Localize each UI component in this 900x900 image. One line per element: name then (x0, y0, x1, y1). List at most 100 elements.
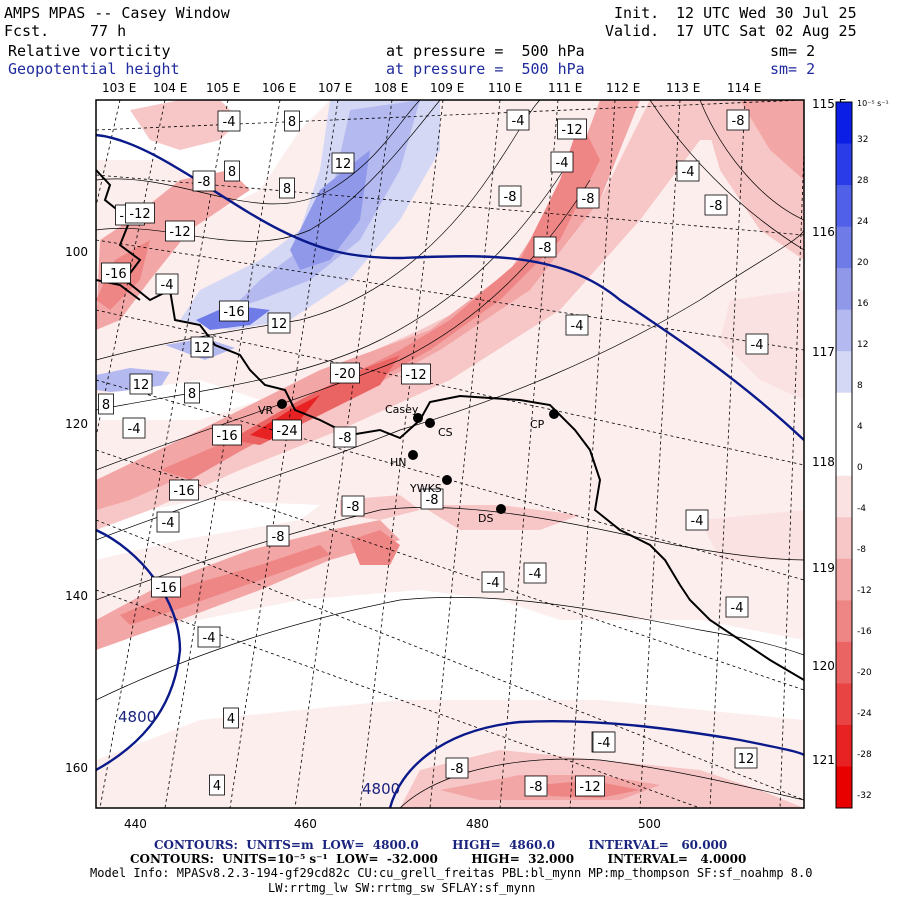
y-tick-label: 100 (65, 245, 88, 259)
vorticity-label: -4 (682, 165, 695, 180)
vorticity-label: 12 (738, 752, 755, 767)
colorbar-swatch (836, 434, 852, 477)
coastline (96, 169, 804, 681)
vorticity-label-box (592, 731, 616, 753)
vorticity-label: -8 (539, 241, 552, 256)
vorticity-label-box (341, 495, 365, 517)
vorticity-label: -4 (162, 516, 175, 531)
colorbar-swatch (836, 558, 852, 601)
vorticity-label: -8 (426, 493, 439, 508)
vorticity-label-box (704, 194, 728, 216)
vorticity-label-box (266, 525, 290, 547)
station-dot (413, 413, 423, 423)
colorbar-label: -4 (857, 504, 866, 514)
colorbar-swatch (836, 351, 852, 394)
vorticity-label-box (575, 775, 605, 797)
vorticity-label: -4 (223, 115, 236, 130)
colorbar-swatch (836, 683, 852, 726)
longitude-label: 108 E (374, 81, 408, 95)
vorticity-label-box (401, 363, 431, 385)
vorticity-label: -4 (203, 631, 216, 646)
station-dot (425, 418, 435, 428)
vorticity-label: 8 (228, 165, 236, 180)
vorticity-label-box (272, 419, 302, 441)
vorticity-label-box (565, 314, 589, 336)
vorticity-label: -8 (347, 500, 360, 515)
vorticity-label: -12 (579, 780, 600, 795)
longitude-label: 105 E (206, 81, 240, 95)
vorticity-label-box (557, 118, 587, 140)
colorbar-label: 24 (857, 217, 869, 227)
longitude-label: 111 E (548, 81, 582, 95)
x-tick-label: 440 (124, 817, 147, 831)
field1-pressure: at pressure = 500 hPa (386, 42, 585, 60)
longitude-label: 107 E (318, 81, 352, 95)
vorticity-shading (96, 100, 804, 808)
height-label-4800-west: 4800 (118, 708, 156, 726)
x-tick-label: 500 (638, 817, 661, 831)
vorticity-label-box (192, 170, 216, 192)
vorticity-label-box (523, 562, 547, 584)
colorbar-swatch (836, 268, 852, 311)
vorticity-label: -4 (487, 576, 500, 591)
station-dot (496, 504, 506, 514)
vorticity-label-box (533, 236, 557, 258)
vorticity-label: -4 (751, 338, 764, 353)
vorticity-label-box (98, 393, 114, 415)
vorticity-label-box (576, 187, 600, 209)
vorticity-label-box (125, 202, 155, 224)
colorbar: 10⁻⁵ s⁻¹ 32 28 24 20 16 12 8 4 0 -4 -8 -12 -16 -20 -24 -… (835, 99, 889, 809)
colorbar-swatch (836, 600, 852, 643)
vorticity-label-box (676, 160, 700, 182)
longitude-label: 112 E (606, 81, 640, 95)
footer-contours-vorticity: CONTOURS: UNITS=10⁻⁵ s⁻¹ LOW= -32.000 HI… (130, 852, 747, 866)
x-tick-label: 460 (294, 817, 317, 831)
station-dot (408, 450, 418, 460)
longitude-label: 114 E (727, 81, 761, 95)
colorbar-unit: 10⁻⁵ s⁻¹ (857, 99, 889, 108)
colorbar-swatch (836, 143, 852, 186)
lat-lon-grid (96, 100, 804, 808)
vorticity-label-box (284, 110, 300, 132)
field2-pressure: at pressure = 500 hPa (386, 60, 585, 78)
vorticity-label: -4 (691, 514, 704, 529)
vorticity-label: 12 (335, 157, 352, 172)
vorticity-label: -12 (169, 225, 190, 240)
longitude-label: 109 E (430, 81, 464, 95)
colorbar-frame (835, 101, 853, 809)
footer-model-info: Model Info: MPASv8.2.3-194-gf29cd82c CU:… (90, 866, 813, 880)
vorticity-label-box (224, 160, 240, 182)
colorbar-label: -28 (857, 750, 872, 760)
colorbar-label: -24 (857, 709, 872, 719)
colorbar-label: -8 (857, 545, 866, 555)
vorticity-label-box (445, 757, 469, 779)
colorbar-label: 32 (857, 135, 868, 145)
longitude-label: 113 E (666, 81, 700, 95)
vorticity-label-box (498, 185, 522, 207)
x-tick-label: 480 (466, 817, 489, 831)
vorticity-label-box (197, 626, 221, 648)
colorbar-label: -20 (857, 668, 872, 678)
vorticity-label: -12 (561, 123, 582, 138)
vorticity-label-box (481, 571, 505, 593)
footer-contours-height: CONTOURS: UNITS=m LOW= 4800.0 HIGH= 4860… (154, 838, 728, 852)
station-label: Casey (385, 403, 419, 416)
station-label: DS (478, 512, 493, 525)
colorbar-label: 4 (857, 422, 863, 432)
vorticity-label-box (219, 300, 249, 322)
station-label: CS (438, 426, 453, 439)
vorticity-label-box (169, 479, 199, 501)
colorbar-swatch (836, 724, 852, 767)
station-label: YWKS (409, 482, 442, 495)
vorticity-label: -4 (512, 114, 525, 129)
vorticity-label: -4 (731, 601, 744, 616)
vorticity-label: -4 (556, 156, 569, 171)
vorticity-label-box (685, 509, 709, 531)
vorticity-label: -8 (272, 530, 285, 545)
vorticity-label: -12 (129, 207, 150, 222)
vorticity-label: -12 (405, 368, 426, 383)
vorticity-labels: -4 8 -4 -12 -8 8 -8 -4 -12 -12 -8 -8 8 -8 -12 12 -8 -4 -16… (98, 109, 769, 797)
vorticity-label-box (165, 220, 195, 242)
vorticity-label-box (550, 151, 574, 173)
vorticity-label-box (122, 417, 146, 439)
